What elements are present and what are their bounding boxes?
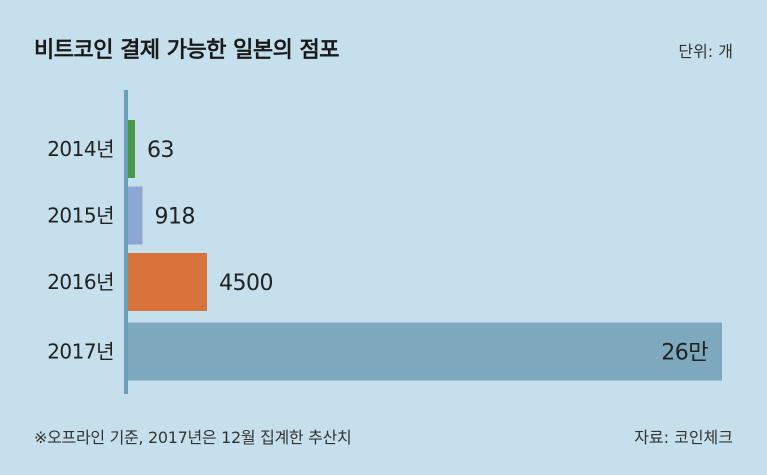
value-label: 26만 bbox=[661, 341, 708, 366]
category-label: 2017년 bbox=[47, 340, 114, 364]
value-label: 4500 bbox=[219, 271, 273, 296]
bar-2 bbox=[126, 253, 207, 311]
footnote: ※오프라인 기준, 2017년은 12월 집계한 추산치 bbox=[34, 428, 352, 447]
category-label: 2016년 bbox=[47, 270, 114, 294]
value-label: 918 bbox=[155, 205, 196, 230]
category-label: 2014년 bbox=[47, 137, 114, 161]
unit-label: 단위: 개 bbox=[678, 42, 733, 61]
bar-3 bbox=[126, 322, 722, 381]
bar-1 bbox=[126, 186, 143, 245]
value-label: 63 bbox=[147, 138, 174, 163]
category-label: 2015년 bbox=[47, 204, 114, 228]
bar-0 bbox=[126, 120, 135, 178]
chart-title: 비트코인 결제 가능한 일본의 점포 bbox=[34, 38, 340, 63]
source-label: 자료: 코인체크 bbox=[634, 428, 733, 447]
